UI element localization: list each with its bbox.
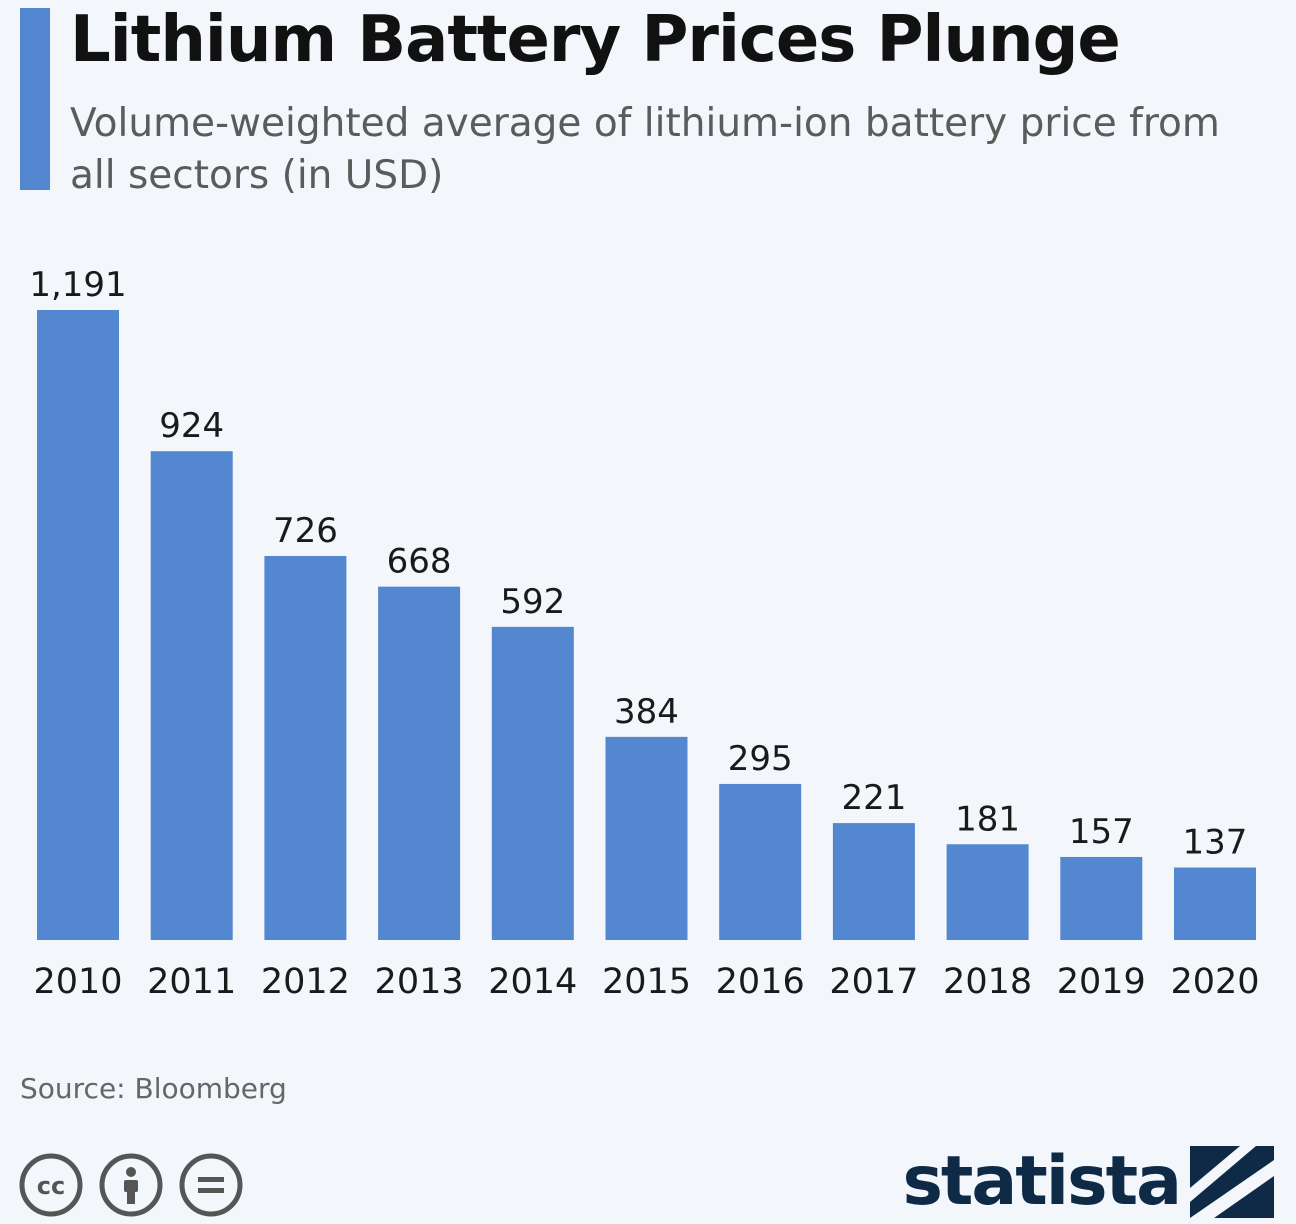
bar-2020 (1174, 867, 1256, 940)
value-label: 726 (273, 511, 338, 551)
chart-title: Lithium Battery Prices Plunge (70, 3, 1121, 77)
value-label: 592 (500, 582, 565, 622)
value-label: 157 (1069, 812, 1134, 852)
bar-2011 (150, 451, 233, 940)
bar-2014 (491, 626, 574, 940)
x-tick-label: 2018 (943, 962, 1032, 1002)
x-tick-label: 2011 (147, 962, 236, 1002)
statista-logo-icon (1190, 1146, 1274, 1218)
bar-2015 (605, 736, 688, 940)
title-accent-bar (20, 8, 50, 190)
value-label: 668 (387, 542, 452, 582)
x-tick-label: 2019 (1057, 962, 1146, 1002)
value-label: 181 (955, 799, 1020, 839)
bar-2016 (719, 783, 802, 940)
bar-chart: 1,191 2010 924 2011 726 2012 668 2013 592 2014 384… (29, 265, 1259, 1002)
svg-text:cc: cc (37, 1172, 65, 1200)
no-derivatives-icon[interactable] (178, 1152, 244, 1218)
value-label: 221 (841, 778, 906, 818)
bar-2012 (264, 555, 347, 940)
x-tick-label: 2015 (602, 962, 691, 1002)
x-tick-label: 2017 (829, 962, 918, 1002)
value-label: 295 (728, 739, 793, 779)
value-label: 924 (159, 406, 224, 446)
bar-2010 (37, 310, 119, 940)
x-tick-label: 2010 (33, 962, 122, 1002)
x-tick-label: 2013 (375, 962, 464, 1002)
value-label: 1,191 (29, 265, 126, 305)
bar-2013 (378, 586, 461, 940)
x-tick-label: 2012 (261, 962, 350, 1002)
x-tick-label: 2014 (488, 962, 577, 1002)
bar-2017 (832, 823, 915, 940)
chart-subtitle: Volume-weighted average of lithium-ion b… (70, 101, 1220, 198)
x-tick-label: 2020 (1170, 962, 1259, 1002)
source-note: Source: Bloomberg (20, 1072, 287, 1105)
value-label: 137 (1183, 823, 1248, 863)
attribution-icon[interactable] (98, 1152, 164, 1218)
statista-logo[interactable]: statista (902, 1142, 1274, 1222)
bar-2019 (1060, 856, 1143, 940)
bar-2018 (946, 844, 1029, 940)
license-icons: cc (18, 1152, 244, 1218)
x-tick-label: 2016 (716, 962, 805, 1002)
brand-wordmark: statista (902, 1142, 1182, 1221)
value-label: 384 (614, 692, 679, 732)
cc-icon[interactable]: cc (18, 1152, 84, 1218)
